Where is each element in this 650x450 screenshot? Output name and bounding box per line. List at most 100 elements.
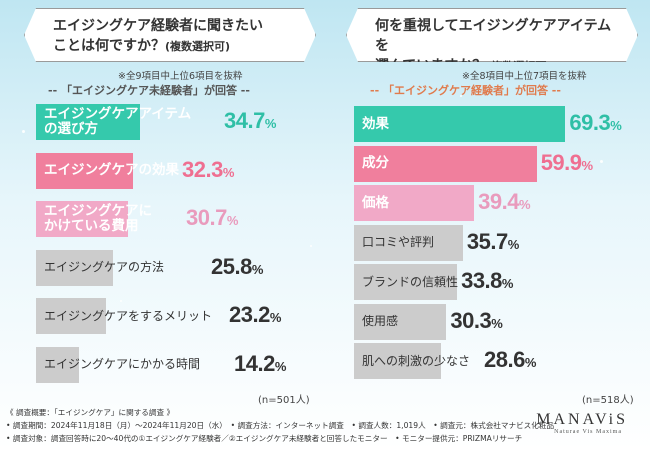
bar-value: 23.2 (229, 302, 270, 327)
bar-value-label: 23.2% (229, 302, 281, 328)
bar-category-line: ブランドの信頼性 (362, 274, 459, 289)
bar (36, 249, 114, 286)
bar-value: 14.2 (234, 350, 275, 376)
bar-value: 59.9 (540, 149, 582, 175)
bar-value: 33.8 (461, 268, 502, 293)
bar-category-label: 肌への刺激の少なさ (362, 343, 470, 379)
bar-row: エイジングケアアイテム の選び方 34.7% (0, 104, 650, 140)
bar (36, 201, 129, 237)
bar-value-label: 28.6% (484, 347, 536, 373)
sparkle (460, 95, 462, 97)
bar-value-unit: % (501, 276, 514, 291)
bar-value: 32.3 (182, 156, 223, 182)
bar-category-label: 成分 (362, 146, 389, 182)
bar-category-line: 肌への刺激の少なさ (362, 353, 471, 368)
bar-value-unit: % (251, 261, 264, 277)
bar-value-unit: % (274, 358, 287, 374)
bar-row: 効果 69.3% (0, 106, 650, 142)
bar-value-unit: % (518, 197, 531, 212)
bar-category-label: エイジングケアにかかる時間 (44, 347, 200, 383)
sparkle (310, 245, 312, 247)
bar-row: エイジングケアの効果 32.3% (0, 152, 650, 189)
right-note: ※全8項目中上位7項目を抜粋 (462, 71, 587, 82)
bar-value-unit: % (610, 118, 622, 133)
bar-value-unit: % (226, 213, 239, 228)
bar-value-label: 39.4% (478, 189, 530, 215)
left-note: ※全9項目中上位6項目を抜粋 (118, 71, 243, 82)
bar-value-label: 33.8% (461, 268, 513, 294)
bar-category-line: エイジングケアをするメリット (44, 308, 213, 323)
bar-row: ブランドの信頼性 33.8% (0, 264, 650, 300)
bar-value-label: 69.3% (569, 110, 621, 136)
bar-row: エイジングケアにかかる時間 14.2% (0, 346, 650, 383)
bar-row: エイジングケアをするメリット 23.2% (0, 298, 650, 334)
bar-category-label: 価格 (362, 185, 389, 221)
bar-row: エイジングケアに かけている費用 30.7% (0, 201, 650, 237)
bar (354, 145, 537, 182)
bar (36, 298, 106, 334)
brand-tagline: Naturae Vis Maxima (554, 429, 622, 435)
bar-value-label: 34.7% (224, 108, 276, 134)
bar-category-label: 口コミや評判 (362, 225, 434, 261)
bar-category-line: 成分 (362, 155, 389, 171)
left-question-line1: エイジングケア経験者に聞きたい (53, 18, 263, 34)
bar (354, 224, 463, 261)
bar-row: 口コミや評判 35.7% (0, 224, 650, 261)
footer-line1: 《 調査概要：「エイジングケア」に関する調査 》 (6, 408, 175, 417)
bar-row: 使用感 30.3% (0, 303, 650, 340)
left-question-line2: ことは何ですか？ (53, 38, 165, 54)
bar-value: 28.6 (484, 347, 525, 372)
bar-category-line: エイジングケアに (44, 203, 152, 219)
bar-value-label: 14.2% (234, 351, 286, 377)
bar-category-label: エイジングケアに かけている費用 (44, 201, 152, 237)
bar-category-line: エイジングケアの方法 (44, 260, 165, 274)
bar (354, 185, 475, 221)
bar-value: 39.4 (478, 189, 519, 214)
bar-category-label: 効果 (362, 106, 389, 142)
footer-line3: • 調査対象：調査回答時に20～40代の①エイジングケア経験者／②エイジングケア… (6, 434, 523, 443)
bar-value-label: 35.7% (467, 229, 519, 255)
left-question-box: エイジングケア経験者に聞きたい ことは何ですか？(複数選択可) (24, 8, 316, 62)
sparkle (600, 160, 603, 163)
bar-category-label: ブランドの信頼性 (362, 264, 458, 300)
bar-value-unit: % (507, 236, 520, 252)
brand-logo: MANAViS (536, 411, 628, 428)
bar-category-label: エイジングケアアイテム の選び方 (44, 104, 191, 140)
footer-line2: • 調査期間：2024年11月18日（月）～2024年11月20日（水） • 調… (6, 421, 555, 430)
bar (36, 104, 141, 140)
bar-value: 30.7 (186, 205, 227, 230)
bar-category-line: 口コミや評判 (362, 235, 435, 249)
bar-category-line: エイジングケアにかかる時間 (44, 357, 201, 371)
left-respondent-label: -- 「エイジングケア未経験者」が回答 -- (48, 84, 250, 97)
bar-value-unit: % (222, 164, 235, 180)
bar-category-label: エイジングケアの方法 (44, 250, 164, 286)
bar-category-line: エイジングケアアイテム (44, 106, 192, 122)
bar-value-unit: % (524, 355, 537, 370)
bar (354, 343, 442, 379)
left-sample-size: (n=501人) (258, 395, 310, 406)
right-question-line1: 何を重視してエイジングケアアイテムを (375, 18, 612, 54)
bar (354, 106, 566, 142)
bar-category-label: 使用感 (362, 304, 398, 340)
bar-row: 肌への刺激の少なさ 28.6% (0, 343, 650, 379)
bar-row: 価格 39.4% (0, 185, 650, 221)
bar-category-line: の選び方 (44, 121, 98, 137)
left-question-sub: (複数選択可) (165, 40, 231, 53)
bar (354, 264, 458, 300)
bar-value-unit: % (264, 116, 277, 131)
bar-value-unit: % (491, 315, 503, 331)
right-question-box: 何を重視してエイジングケアアイテムを 選んでいますか？(複数選択可) (346, 8, 638, 62)
bar-category-line: 効果 (362, 115, 389, 132)
bar-value-label: 32.3% (182, 157, 234, 183)
bar-value: 30.3 (450, 307, 492, 333)
bar-value-label: 30.3% (450, 308, 502, 334)
bar-value-label: 30.7% (186, 205, 238, 231)
bar-row: 成分 59.9% (0, 145, 650, 182)
bar (354, 303, 447, 340)
sparkle (120, 300, 122, 302)
bar (36, 152, 133, 189)
bar-value-label: 59.9% (541, 150, 593, 176)
bar-category-label: エイジングケアをするメリット (44, 298, 212, 334)
bar-value: 25.8 (211, 253, 252, 279)
bar-row: エイジングケアの方法 25.8% (0, 249, 650, 286)
